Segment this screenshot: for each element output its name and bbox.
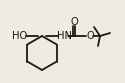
- Text: HN: HN: [56, 31, 72, 41]
- Text: HO: HO: [12, 31, 28, 41]
- Text: O: O: [86, 31, 94, 41]
- Text: O: O: [70, 17, 78, 27]
